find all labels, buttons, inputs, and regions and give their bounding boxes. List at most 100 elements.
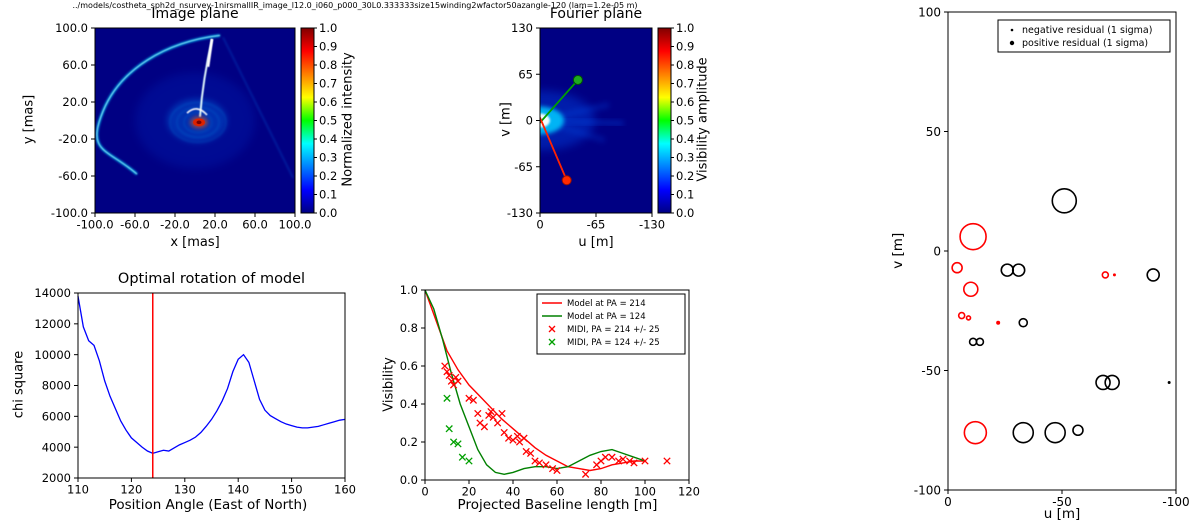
fourier-plane-plot: 0 -65 -130 130 65 0 -65 -130 — [507, 21, 665, 232]
tick-label: -100 — [914, 483, 941, 497]
tick-label: -50 — [921, 364, 941, 378]
tick-label: 14000 — [34, 286, 71, 300]
fourier-plane-heatmap — [540, 74, 624, 186]
image-plane-heatmap — [95, 34, 294, 179]
tick-label: negative residual (1 sigma) — [1022, 25, 1152, 36]
tick-label: 0.7 — [676, 77, 694, 91]
residual-point — [959, 222, 987, 251]
residual-point — [1072, 424, 1084, 437]
uv-xlabel: u [m] — [1043, 506, 1081, 522]
tick-label: 4000 — [42, 440, 71, 454]
image-plane-ylabel: y [mas] — [21, 94, 37, 145]
tick-label: 0.3 — [319, 151, 337, 165]
tick-label: 10000 — [34, 348, 71, 362]
uv-ylabel: v [m] — [890, 232, 907, 269]
tick-label: Model at PA = 214 — [567, 299, 646, 309]
tick-label: 0.6 — [319, 95, 337, 109]
residual-point — [1167, 380, 1171, 384]
tick-label: 130 — [174, 483, 196, 497]
tick-label: 0 — [536, 218, 543, 232]
tick-label: 0.5 — [319, 114, 337, 128]
tick-label: 0 — [944, 495, 952, 509]
tick-label: 40 — [506, 485, 521, 499]
tick-label: 0 — [526, 114, 533, 128]
tick-label: 0.0 — [319, 206, 337, 220]
residual-point — [1146, 268, 1160, 282]
residual-point — [1104, 374, 1120, 391]
tick-label: 12000 — [34, 317, 71, 331]
tick-label: 130 — [511, 21, 533, 35]
tick-label: -65 — [587, 218, 606, 232]
residual-point — [951, 261, 963, 274]
fourier-plane-title: Fourier plane — [549, 6, 643, 22]
tick-label: 0 — [933, 244, 941, 258]
tick-label: MIDI, PA = 214 +/- 25 — [567, 325, 660, 335]
chi-square-title: Optimal rotation of model — [117, 271, 306, 287]
residual-point — [1112, 273, 1116, 277]
tick-label: 150 — [281, 483, 303, 497]
tick-label: -20.0 — [58, 132, 88, 146]
chi-square-curve — [77, 295, 346, 455]
tick-label: 0.8 — [676, 58, 694, 72]
tick-label: 160 — [334, 483, 356, 497]
tick-label: 8000 — [42, 379, 71, 393]
tick-label: 110 — [67, 483, 89, 497]
tick-label: 0.8 — [319, 58, 337, 72]
residuals-legend: negative residual (1 sigma) positive resi… — [997, 19, 1171, 53]
tick-label: 65 — [518, 67, 533, 81]
residual-point — [996, 320, 1001, 325]
visibility-plot: 0 20 40 60 80 100 120 0.0 0.2 0.4 0.6 0.8 1.0 Model a… — [400, 283, 700, 498]
green-baseline-dot — [572, 74, 583, 85]
tick-label: 60 — [550, 485, 565, 499]
tick-label: 0.0 — [676, 206, 694, 220]
tick-label: -130 — [639, 218, 665, 232]
tick-label: 0.2 — [676, 169, 694, 183]
tick-label: 0 — [421, 485, 428, 499]
tick-label: Model at PA = 124 — [567, 312, 646, 322]
tick-label: 60.0 — [62, 58, 88, 72]
tick-label: 0.8 — [400, 321, 418, 335]
tick-label: 0.2 — [319, 169, 337, 183]
residual-point — [962, 281, 979, 298]
visibility-ylabel: Visibility — [381, 357, 397, 412]
tick-label: 20.0 — [202, 218, 228, 232]
tick-label: 100 — [918, 5, 941, 19]
chi-square-xlabel: Position Angle (East of North) — [108, 497, 308, 513]
tick-label: -130 — [507, 206, 533, 220]
tick-label: positive residual (1 sigma) — [1022, 38, 1148, 49]
tick-label: 20.0 — [62, 95, 88, 109]
tick-label: 0.4 — [319, 132, 337, 146]
tick-label: 100 — [634, 485, 656, 499]
visibility-amplitude-colorbar-label: Visibility amplitude — [695, 57, 711, 182]
tick-label: 140 — [227, 483, 249, 497]
residual-point — [1051, 188, 1078, 214]
tick-label: 6000 — [42, 409, 71, 423]
tick-label: 0.1 — [676, 188, 694, 202]
model-curve-0 — [424, 289, 645, 472]
uv-residuals-plot: 0 -50 -100 -100 -50 0 50 100 negative residual (… — [914, 5, 1190, 509]
residual-point — [1044, 421, 1066, 444]
tick-label: 0.4 — [676, 132, 694, 146]
tick-label: 0.5 — [676, 114, 694, 128]
tick-label: MIDI, PA = 124 +/- 25 — [567, 338, 660, 348]
visibility-xlabel: Projected Baseline length [m] — [457, 497, 658, 513]
tick-label: 2000 — [42, 471, 71, 485]
tick-label: 0.1 — [319, 188, 337, 202]
tick-label: 1.0 — [676, 21, 694, 35]
tick-label: 120 — [678, 485, 700, 499]
tick-label: 100.0 — [55, 21, 88, 35]
tick-label: -60.0 — [120, 218, 150, 232]
tick-label: 0.4 — [400, 397, 418, 411]
tick-label: 0.0 — [400, 473, 418, 487]
tick-label: 120 — [120, 483, 142, 497]
residual-point — [965, 315, 972, 321]
tick-label: 0.2 — [400, 435, 418, 449]
tick-label: 50 — [926, 125, 941, 139]
tick-label: 0.6 — [676, 95, 694, 109]
figure-title: ../models/costheta_sph2d_nsurvey-1nirsma… — [72, 1, 638, 10]
model-curve-1 — [424, 289, 646, 476]
image-plane-plot: -100.0 -60.0 -20.0 20.0 60.0 100.0 100.0 60.0 20… — [51, 21, 312, 231]
legend-marker — [1010, 28, 1014, 32]
visibility-legend: Model at PA = 214 Model at PA = 124 MIDI, … — [536, 293, 686, 355]
